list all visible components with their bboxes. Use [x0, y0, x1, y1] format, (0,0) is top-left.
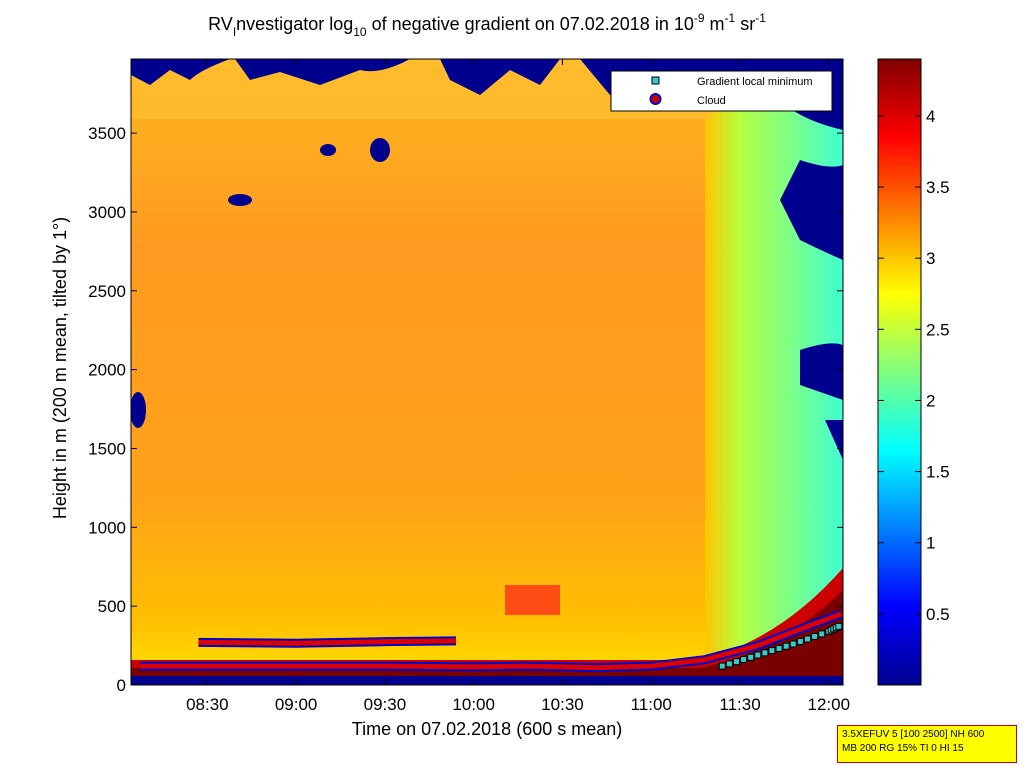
- gradient-minimum-marker: [768, 647, 776, 655]
- x-axis-label: Time on 07.02.2018 (600 s mean): [352, 719, 623, 739]
- gradient-minimum-marker: [747, 653, 755, 661]
- info-box: 3.5XEFUV 5 [100 2500] NH 600 MB 200 RG 1…: [837, 725, 1017, 763]
- gradient-minimum-marker: [761, 649, 769, 657]
- x-tick-label: 09:30: [364, 695, 407, 714]
- cloud-layer-line: [198, 638, 456, 646]
- heatmap-surface-band: [131, 676, 843, 685]
- y-tick-label: 1500: [88, 439, 126, 458]
- legend: Gradient local minimum Cloud: [610, 70, 833, 112]
- colorbar-tick-label: 3: [926, 249, 935, 268]
- x-axis: 08:30 09:00 09:30 10:00 10:30 11:00 11:30 12:00: [186, 59, 850, 714]
- plot-frame: [130, 58, 844, 686]
- colorbar-tick-label: 4: [926, 107, 935, 126]
- info-box-line-1: 3.5XEFUV 5 [100 2500] NH 600: [842, 729, 985, 740]
- colorbar-tick-label: 1: [926, 534, 935, 553]
- y-tick-label: 500: [98, 597, 126, 616]
- heatmap-clear-sky-patch: [320, 144, 336, 156]
- x-tick-label: 10:30: [541, 695, 584, 714]
- x-tick-label: 12:00: [808, 695, 851, 714]
- x-tick-label: 08:30: [186, 695, 229, 714]
- heatmap-clear-sky-left: [131, 392, 146, 428]
- colorbar-tick-label: 3.5: [926, 178, 950, 197]
- y-tick-label: 0: [117, 676, 126, 695]
- gradient-minimum-marker: [732, 658, 740, 666]
- heatmap-clear-sky-patch: [370, 138, 390, 162]
- gradient-minimum-marker: [818, 630, 826, 638]
- cloud-layer-line: [139, 611, 843, 671]
- gradient-minimum-marker: [754, 651, 762, 659]
- heatmap-mid-cloud-echo: [505, 585, 560, 615]
- y-tick-label: 3500: [88, 124, 126, 143]
- gradient-minimum-marker: [740, 655, 748, 663]
- gradient-minimum-marker: [803, 635, 811, 643]
- heatmap-low-cloud-core: [131, 590, 843, 685]
- y-tick-label: 3000: [88, 203, 126, 222]
- gradient-minimum-marker: [811, 632, 819, 640]
- colorbar-axis: 0.5 1 1.5 2 2.5 3 3.5 4: [878, 107, 950, 624]
- colorbar-tick-label: 1.5: [926, 463, 950, 482]
- heatmap-clear-sky-right: [780, 160, 843, 460]
- gradient-minimum-marker: [796, 637, 804, 645]
- gradient-minimum-marker: [775, 644, 783, 652]
- heatmap-clear-sky-patch: [228, 194, 252, 206]
- colorbar-tick-label: 0.5: [926, 605, 950, 624]
- chart-title: RVInvestigator log10 of negative gradien…: [208, 11, 766, 39]
- heatmap-overlay: [139, 609, 843, 673]
- x-tick-label: 11:00: [631, 695, 672, 714]
- y-tick-label: 2000: [88, 361, 126, 380]
- legend-marker-gradient-minimum: [651, 76, 660, 85]
- y-axis-label: Height in m (200 m mean, tilted by 1°): [50, 217, 70, 519]
- y-tick-label: 2500: [88, 282, 126, 301]
- legend-marker-cloud: [649, 93, 662, 105]
- gradient-minimum-marker: [835, 622, 843, 630]
- gradient-minimum-marker: [789, 640, 797, 648]
- gradient-minimum-marker: [725, 660, 733, 668]
- colorbar-tick-label: 2.5: [926, 320, 950, 339]
- heatmap-field: [131, 59, 843, 685]
- x-tick-label: 10:00: [452, 695, 495, 714]
- legend-label-gradient-minimum: Gradient local minimum: [697, 76, 813, 88]
- info-box-line-2: MB 200 RG 15% TI 0 HI 15: [842, 743, 964, 754]
- x-tick-label: 09:00: [275, 695, 318, 714]
- gradient-minimum-marker: [718, 662, 726, 670]
- y-tick-label: 1000: [88, 518, 126, 537]
- y-axis: 0 500 1000 1500 2000 2500 3000 3500: [88, 124, 843, 695]
- colorbar: [877, 58, 922, 686]
- legend-label-cloud: Cloud: [697, 95, 726, 107]
- colorbar-tick-label: 2: [926, 391, 935, 410]
- legend-box: [610, 70, 833, 112]
- x-tick-label: 11:30: [719, 695, 760, 714]
- gradient-minimum-marker: [782, 642, 790, 650]
